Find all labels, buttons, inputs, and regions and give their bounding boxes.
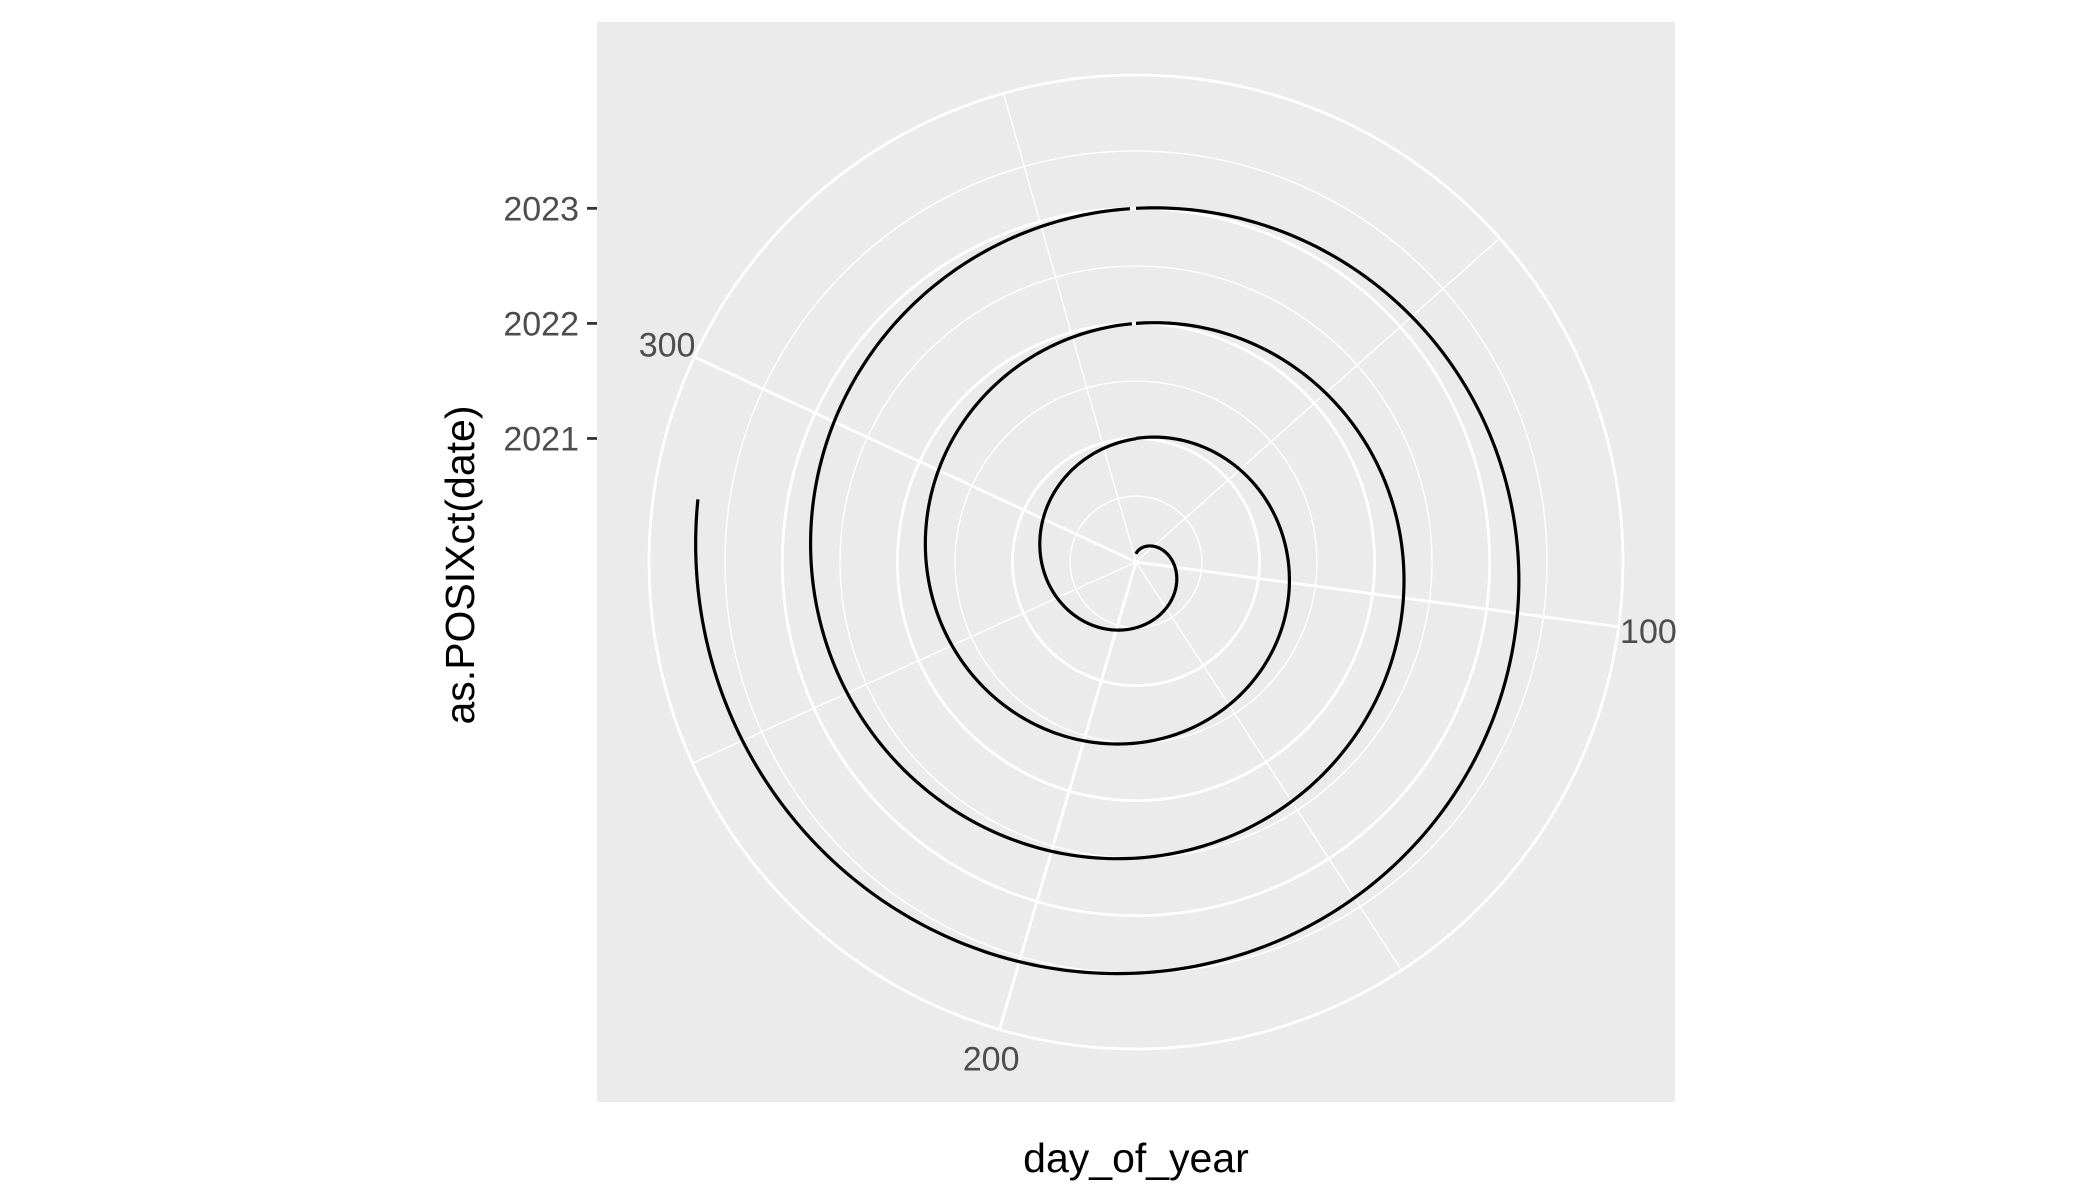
x-tick-label: 200 xyxy=(963,1040,1020,1078)
grid-spoke-major xyxy=(1135,560,1619,629)
grid-circle-outer xyxy=(647,73,1625,1051)
grid-lines xyxy=(647,73,1625,1051)
grid-spoke-minor xyxy=(1002,93,1137,563)
grid-spoke-minor xyxy=(1135,237,1501,563)
y-tick-label: 2022 xyxy=(503,305,579,343)
x-axis-title: day_of_year xyxy=(1023,1135,1249,1181)
series-line xyxy=(694,206,1521,976)
x-tick-label: 100 xyxy=(1620,613,1677,651)
grid-circle-major xyxy=(780,206,1492,918)
y-axis: 2021 2022 2023 xyxy=(503,190,597,458)
x-tick-label: 300 xyxy=(639,326,696,364)
y-tick-label: 2023 xyxy=(503,190,579,228)
x-axis-labels: 100 200 300 xyxy=(639,326,1677,1078)
grid-spoke-major xyxy=(693,355,1137,564)
y-tick-label: 2021 xyxy=(503,420,579,458)
y-axis-title: as.POSIXct(date) xyxy=(437,405,483,724)
grid-spoke-minor xyxy=(1135,561,1403,971)
grid-spoke-minor xyxy=(692,561,1137,764)
grid-spoke-major xyxy=(998,561,1138,1030)
